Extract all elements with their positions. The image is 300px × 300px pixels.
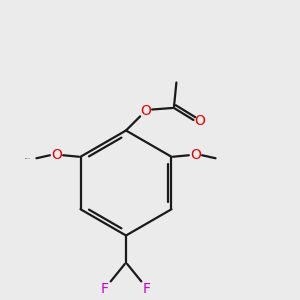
Text: O: O xyxy=(140,104,151,118)
Text: O: O xyxy=(195,114,206,128)
Text: F: F xyxy=(101,282,109,296)
Text: O: O xyxy=(51,148,62,162)
Text: O: O xyxy=(190,148,201,162)
Text: F: F xyxy=(143,282,151,296)
Text: methoxy: methoxy xyxy=(25,158,31,159)
